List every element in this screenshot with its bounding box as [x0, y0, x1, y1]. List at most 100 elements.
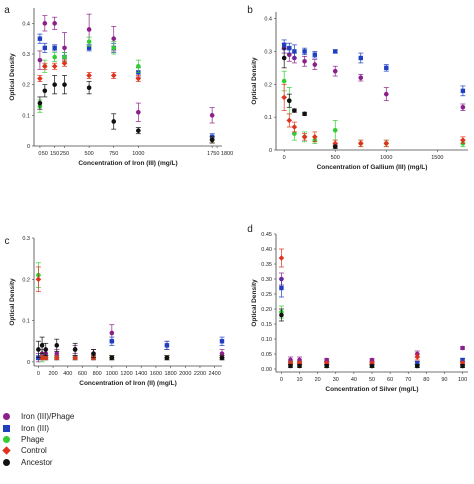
panel-c-y-tick-label: 0.3 — [22, 236, 30, 242]
panel-a-point-iron_phage — [111, 36, 117, 41]
legend-item-control: Control — [2, 445, 123, 456]
panel-b-point-control — [281, 94, 287, 101]
panel-a-point-ancestor — [86, 85, 92, 91]
panel-d-point-ancestor — [369, 363, 375, 369]
panel-b-point-control — [357, 140, 364, 147]
panel-b-point-iron — [333, 49, 338, 54]
panel-b-point-iron — [281, 42, 287, 48]
panel-a-x-tick-label: 750 — [109, 151, 118, 157]
panel-d-x-tick-label: 90 — [441, 377, 447, 383]
panel-a-point-iron — [86, 45, 92, 51]
panel-c-point-iron_phage — [54, 351, 60, 356]
panel-d-y-tick-label: 0.45 — [261, 232, 272, 238]
panel-a-point-control — [51, 63, 58, 70]
panel-d-point-ancestor — [279, 312, 284, 318]
panel-c-y-tick-label: 0.2 — [22, 277, 30, 283]
panel-d-y-tick-label: 0.15 — [261, 322, 272, 328]
panel-b-point-phage — [332, 127, 338, 133]
panel-a-point-control — [135, 75, 142, 82]
panel-d-x-tick-label: 70 — [405, 377, 411, 383]
panel-d-point-ancestor — [460, 363, 465, 369]
legend-marker-iron-phage — [3, 413, 10, 421]
panel-b-point-iron — [384, 65, 389, 71]
panel-b-point-iron — [287, 45, 292, 51]
panel-a-letter: a — [4, 5, 10, 16]
panel-c-point-control — [39, 354, 45, 361]
panel-c-point-iron — [164, 343, 170, 348]
legend-marker-control — [2, 446, 11, 456]
panel-b-point-iron_phage — [460, 104, 466, 110]
panel-a-point-control — [110, 72, 117, 79]
legend-item-iron: Iron (III) — [3, 422, 123, 433]
panel-c-x-tick-label: 1400 — [135, 371, 147, 377]
panel-d-x-axis-label: Concentration of Silver (mg/L) — [325, 386, 418, 393]
panel-c-point-ancestor — [54, 343, 60, 348]
panel-d-y-tick-label: 0.05 — [261, 352, 272, 358]
panel-c-point-ancestor — [72, 347, 78, 352]
legend-label-iron: Iron (III) — [21, 423, 50, 433]
panel-b-point-iron — [312, 52, 318, 57]
panel-b-point-iron_phage — [332, 68, 338, 74]
panel-c-x-tick-label: 1200 — [120, 371, 132, 377]
panel-b-point-ancestor — [281, 55, 287, 61]
panel-a-x-tick-label: 1750 1800 — [207, 151, 233, 157]
legend-label-ancestor: Ancestor — [21, 457, 53, 467]
panel-a-y-tick-label: 0.1 — [22, 113, 30, 119]
panel-b-point-control — [301, 134, 308, 140]
panel-a-point-iron — [42, 45, 48, 51]
panel-d-point-control — [414, 354, 421, 360]
panel-a-point-phage — [52, 54, 57, 60]
panel-a-point-ancestor — [62, 82, 67, 87]
panel-b-point-iron — [292, 49, 297, 54]
panel-d-x-tick-label: 20 — [315, 377, 321, 383]
panel-a-point-control — [61, 60, 68, 66]
panel-c-point-ancestor — [164, 355, 170, 361]
panel-c-point-iron — [219, 339, 225, 344]
panel-b-y-tick-label: 0.2 — [264, 82, 272, 88]
panel-a-point-iron_phage — [37, 57, 43, 63]
panel-a-point-ancestor — [52, 82, 57, 87]
panel-a-point-iron_phage — [86, 27, 92, 32]
panel-a-point-ancestor — [42, 88, 48, 94]
panel-c-point-ancestor — [109, 355, 115, 361]
legend-item-iron-phage: Iron (III)/Phage — [3, 411, 123, 422]
panel-c-x-tick-label: 2400 — [209, 371, 221, 377]
panel-c-x-tick-label: 2000 — [179, 371, 191, 377]
panel-a-y-axis-label: Optical Density — [9, 53, 16, 101]
panel-b-point-iron — [460, 88, 466, 94]
panel-b-y-axis-label: Optical Density — [251, 57, 258, 105]
panel-d-y-tick-label: 0.30 — [261, 277, 272, 283]
panel-c-point-control — [72, 354, 78, 361]
panel-a-y-tick-label: 0.4 — [22, 21, 30, 27]
panel-c-x-tick-label: 0 — [37, 371, 40, 377]
panel-a-x-tick-label: 50 — [42, 151, 48, 157]
panel-b-point-iron_phage — [312, 62, 318, 67]
panel-b-x-axis-label: Concentration of Gallium (III) (mg/L) — [317, 164, 428, 171]
panel-a-y-tick-label: 0 — [27, 144, 30, 150]
panel-a-point-iron_phage — [209, 113, 215, 118]
panel-a-point-control — [42, 63, 48, 70]
panel-c-x-tick-label: 400 — [63, 371, 72, 377]
panel-a-point-iron — [52, 45, 57, 51]
panel-b-x-tick-label: 1000 — [380, 155, 392, 161]
panel-d-point-control — [278, 255, 285, 261]
panel-a-point-phage — [86, 39, 92, 45]
panel-c-y-axis-label: Optical Density — [9, 278, 16, 326]
panel-a-x-tick-label: 1000 — [132, 151, 144, 157]
panel-a-point-ancestor — [136, 128, 141, 133]
panel-c-x-tick-label: 800 — [93, 371, 102, 377]
panel-b-point-ancestor — [332, 144, 338, 150]
panel-d-y-tick-label: 0.00 — [261, 367, 272, 373]
panel-b-point-control — [286, 117, 293, 124]
panel-a-point-phage — [111, 45, 117, 51]
panel-b-letter: b — [247, 5, 253, 16]
panel-b-point-iron_phage — [286, 52, 292, 58]
panel-d-letter: d — [247, 224, 253, 235]
panel-b-point-control — [460, 137, 466, 143]
panel-b-x-tick-label: 1500 — [431, 155, 443, 161]
panel-d-point-ancestor — [414, 363, 420, 369]
legend-label-phage: Phage — [21, 434, 45, 444]
panel-b-point-iron_phage — [358, 75, 364, 81]
panel-b-point-iron_phage — [302, 58, 307, 64]
panel-a-x-tick-label: 250 — [60, 151, 69, 157]
